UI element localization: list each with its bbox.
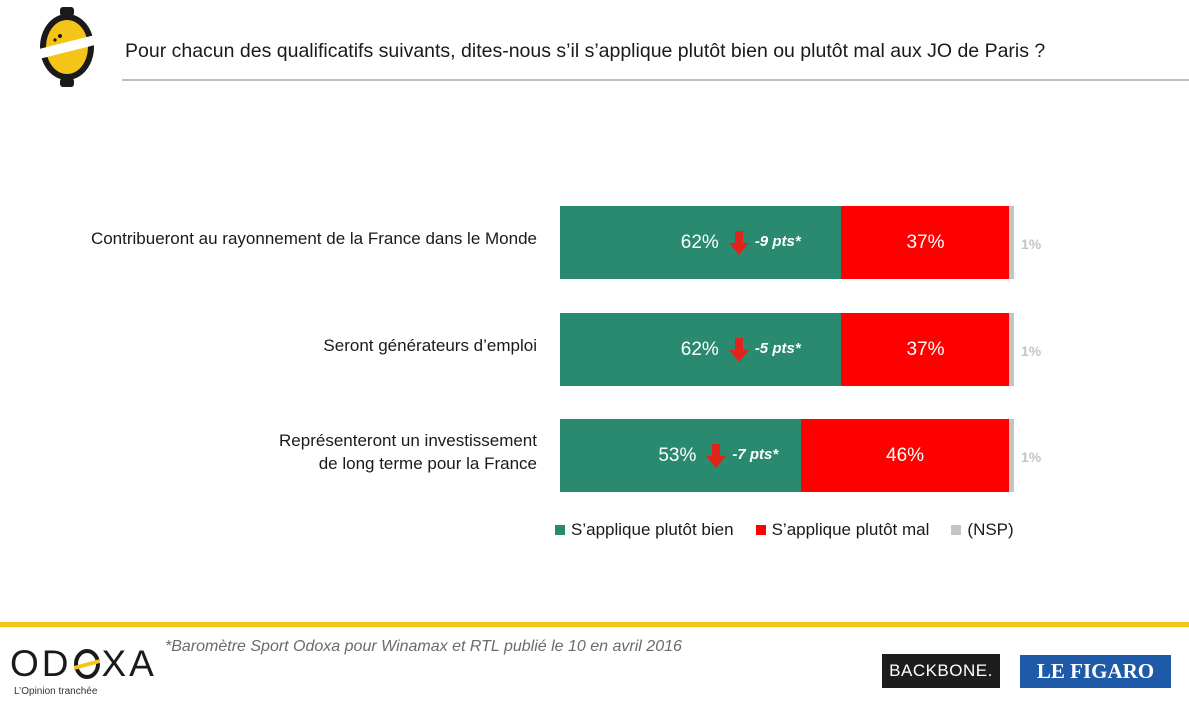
legend-label-good: S’applique plutôt bien	[571, 520, 734, 539]
down-arrow-icon	[706, 444, 727, 468]
odoxa-emblem-icon	[35, 7, 99, 87]
down-arrow-icon	[728, 338, 749, 362]
brand-tagline: L’Opinion tranchée	[14, 686, 98, 697]
footer-accent-band	[0, 622, 1189, 627]
legend-item-good: S’applique plutôt bien	[555, 520, 734, 540]
delta-label: -9 pts*	[754, 233, 801, 250]
brand-o-icon	[73, 648, 101, 680]
chart-title: Pour chacun des qualificatifs suivants, …	[125, 40, 1046, 62]
chart-legend: S’applique plutôt bien S’applique plutôt…	[555, 520, 1036, 540]
data-label-good: 53%	[658, 445, 697, 466]
legend-swatch-good	[555, 525, 565, 535]
brand-name-right: XA	[101, 643, 157, 684]
data-label-nsp: 1%	[1021, 449, 1042, 465]
delta-label: -7 pts*	[732, 446, 779, 463]
data-label-nsp: 1%	[1021, 343, 1042, 359]
bar-segment-0	[560, 313, 842, 386]
data-label-bad: 46%	[886, 445, 925, 466]
brand-wordmark: OD XA	[10, 645, 157, 682]
bar-segment-2	[1009, 313, 1014, 386]
legend-label-bad: S’applique plutôt mal	[771, 520, 930, 539]
category-label-0: Contribueront au rayonnement de la Franc…	[91, 227, 537, 250]
bar-segment-1	[841, 206, 1010, 279]
category-label-1: Seront générateurs d’emploi	[323, 334, 537, 357]
legend-item-nsp: (NSP)	[951, 520, 1014, 540]
bar-segment-0	[560, 419, 801, 492]
legend-item-bad: S’applique plutôt mal	[755, 520, 930, 540]
brand-name-left: OD	[10, 643, 72, 684]
bar-segment-1	[800, 419, 1010, 492]
data-label-bad: 37%	[906, 232, 945, 253]
category-label-line: Seront générateurs d’emploi	[323, 336, 537, 355]
legend-label-nsp: (NSP)	[967, 520, 1014, 539]
data-label-good: 62%	[680, 232, 719, 253]
le-figaro-logo: LE FIGARO	[1020, 655, 1171, 688]
legend-swatch-nsp	[951, 525, 962, 535]
legend-swatch-bad	[755, 525, 766, 535]
category-label-line: de long terme pour la France	[318, 453, 537, 473]
backbone-logo: BACKBONE.	[882, 654, 1000, 688]
delta-label: -5 pts*	[754, 340, 801, 357]
category-label-2: Représenteront un investissement de long …	[279, 429, 537, 475]
bar-segment-0	[560, 206, 842, 279]
data-label-bad: 37%	[906, 339, 945, 360]
data-label-good: 62%	[680, 339, 719, 360]
bar-segment-2	[1009, 419, 1014, 492]
down-arrow-icon	[728, 231, 749, 255]
title-divider	[122, 79, 1189, 81]
category-label-line: Contribueront au rayonnement de la Franc…	[90, 229, 537, 248]
bar-segment-2	[1009, 206, 1014, 279]
footnote: *Baromètre Sport Odoxa pour Winamax et R…	[165, 638, 682, 655]
odoxa-brand: OD XA L’Opinion tranchée	[10, 645, 157, 697]
bar-segment-1	[841, 313, 1010, 386]
data-label-nsp: 1%	[1021, 236, 1042, 252]
category-label-line: Représenteront un investissement	[279, 430, 537, 450]
